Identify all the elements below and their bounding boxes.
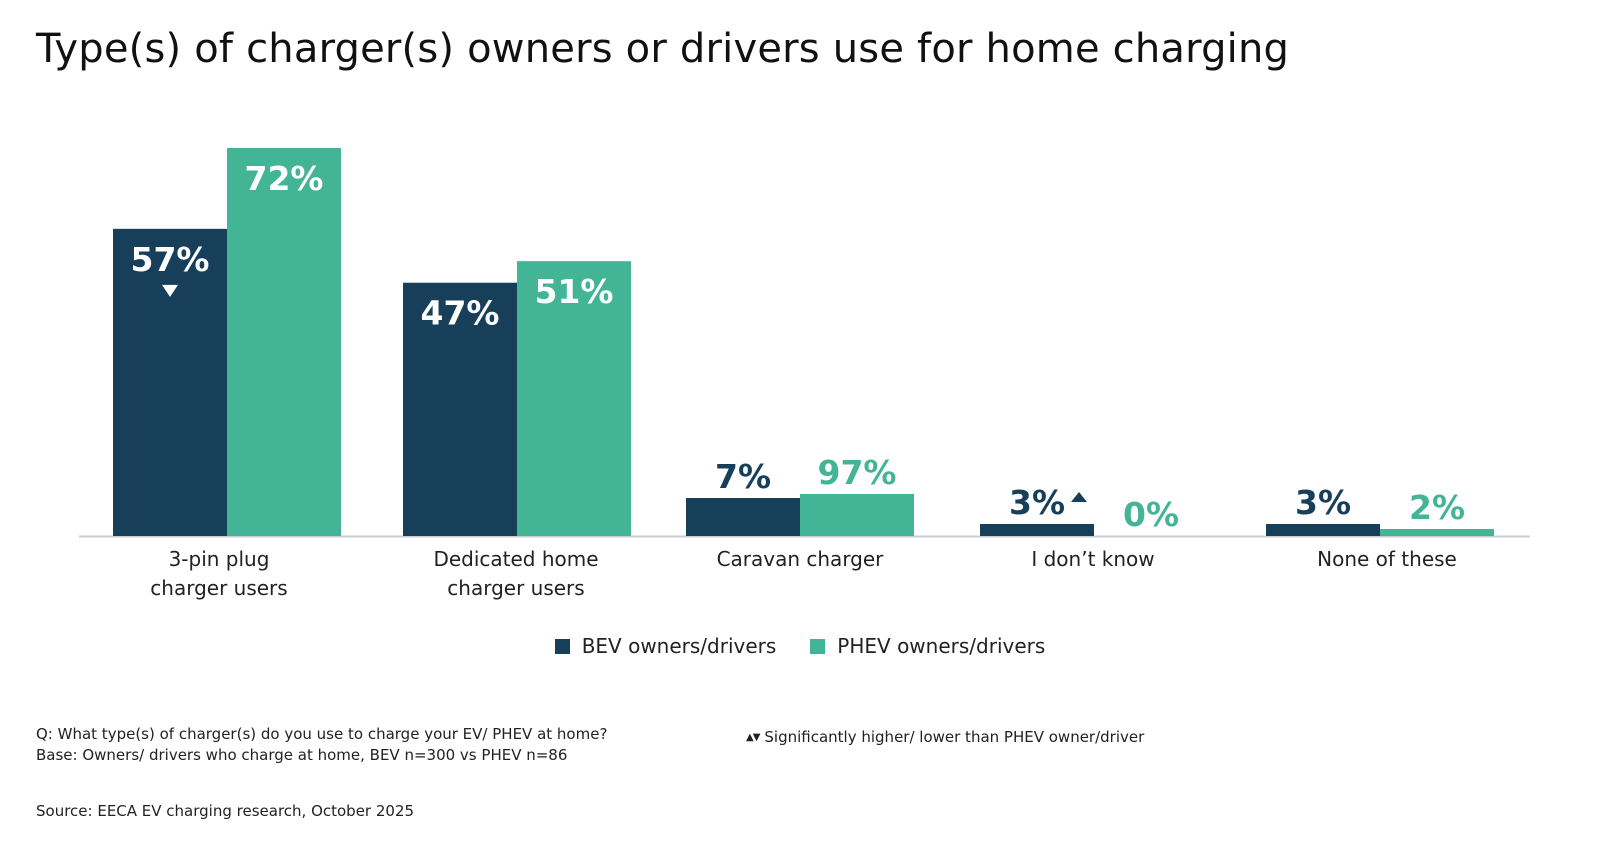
bar-bev-3 bbox=[686, 498, 800, 536]
sig-higher-marker bbox=[1071, 492, 1087, 502]
legend-item-phev: PHEV owners/drivers bbox=[810, 634, 1045, 658]
bar-bev-4 bbox=[980, 524, 1094, 536]
bar-chart: 57% 72% 3-pin plug charger users 47% 51% Dedic… bbox=[79, 148, 1530, 600]
significance-note: ▲▼ Significantly higher/ lower than PHEV … bbox=[746, 728, 1144, 746]
chart-title: Type(s) of charger(s) owners or drivers … bbox=[36, 26, 1290, 72]
value-label-bev-4: 3% bbox=[1009, 483, 1065, 522]
bar-phev-1 bbox=[227, 148, 341, 536]
legend-swatch-phev bbox=[810, 638, 826, 654]
question-note: Q: What type(s) of charger(s) do you use… bbox=[36, 725, 608, 743]
legend-label-phev: PHEV owners/drivers bbox=[837, 634, 1046, 658]
value-label-phev-1: 72% bbox=[245, 159, 324, 198]
source-note: Source: EECA EV charging research, Octob… bbox=[36, 802, 415, 820]
value-label-phev-4: 0% bbox=[1123, 495, 1179, 534]
category-label-1: 3-pin plug charger users bbox=[150, 547, 287, 600]
bar-phev-3 bbox=[800, 494, 914, 536]
significance-arrows-icon: ▲▼ bbox=[746, 732, 760, 743]
bar-phev-5 bbox=[1380, 529, 1494, 536]
sig-lower-marker bbox=[162, 284, 178, 297]
value-label-bev-2: 47% bbox=[421, 294, 500, 333]
value-label-phev-2: 51% bbox=[535, 272, 614, 311]
legend-label-bev: BEV owners/drivers bbox=[581, 634, 777, 658]
bar-bev-2 bbox=[403, 282, 517, 536]
footnotes: Q: What type(s) of charger(s) do you use… bbox=[36, 724, 607, 766]
legend: BEV owners/drivers PHEV owners/drivers bbox=[0, 634, 1600, 658]
significance-text: Significantly higher/ lower than PHEV ow… bbox=[764, 728, 1145, 746]
category-label-3: Caravan charger bbox=[717, 547, 885, 571]
bar-bev-5 bbox=[1266, 524, 1380, 536]
category-label-5: None of these bbox=[1317, 547, 1457, 571]
bar-bev-1 bbox=[113, 228, 227, 537]
value-label-phev-3: 97% bbox=[818, 453, 897, 492]
bar-phev-2 bbox=[517, 261, 631, 536]
value-label-bev-5: 3% bbox=[1295, 483, 1351, 522]
category-label-4: I don’t know bbox=[1031, 547, 1154, 571]
value-label-phev-5: 2% bbox=[1409, 488, 1465, 527]
value-label-bev-1: 57% bbox=[131, 240, 210, 279]
base-note: Base: Owners/ drivers who charge at home… bbox=[36, 746, 568, 764]
value-label-bev-3: 7% bbox=[715, 457, 771, 496]
legend-swatch-bev bbox=[554, 638, 570, 654]
legend-item-bev: BEV owners/drivers bbox=[554, 634, 777, 658]
category-label-2: Dedicated home charger users bbox=[433, 547, 598, 600]
